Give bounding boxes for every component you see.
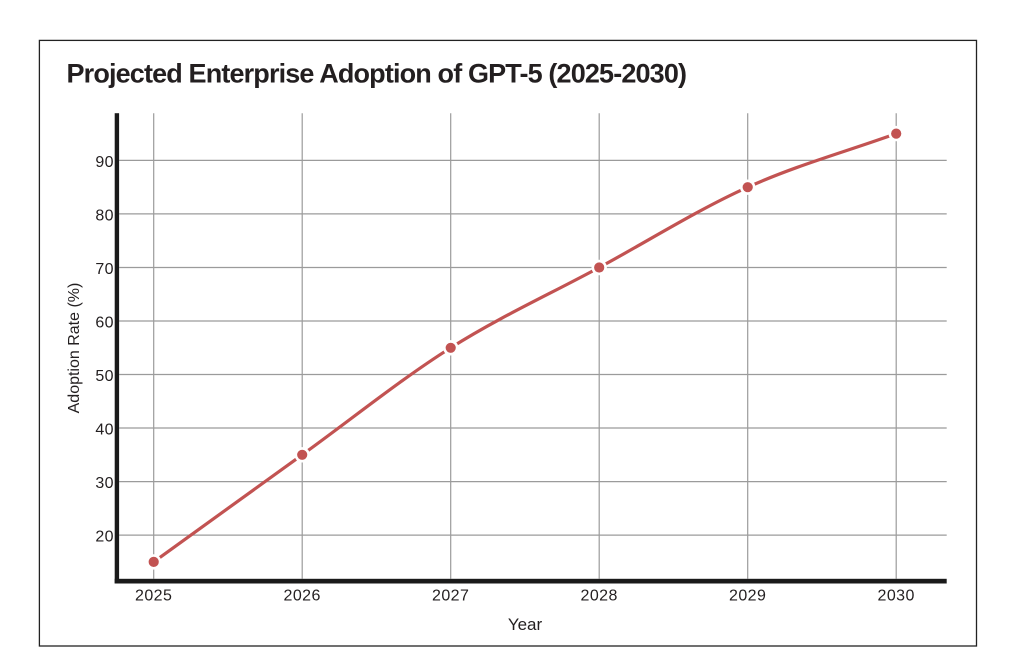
svg-text:2026: 2026: [283, 587, 320, 604]
svg-text:40: 40: [95, 421, 113, 438]
svg-text:70: 70: [95, 261, 113, 278]
svg-text:2030: 2030: [877, 587, 914, 604]
svg-text:2028: 2028: [580, 587, 617, 604]
svg-text:50: 50: [95, 368, 113, 385]
svg-text:Adoption Rate (%): Adoption Rate (%): [66, 283, 83, 414]
svg-text:90: 90: [95, 154, 113, 171]
svg-text:2027: 2027: [432, 587, 469, 604]
svg-text:60: 60: [95, 314, 113, 331]
svg-text:Year: Year: [508, 615, 543, 634]
svg-text:80: 80: [95, 207, 113, 224]
svg-text:2025: 2025: [135, 587, 172, 604]
svg-text:20: 20: [95, 529, 113, 546]
svg-text:2029: 2029: [729, 587, 766, 604]
svg-text:30: 30: [95, 475, 113, 492]
svg-text:Projected Enterprise Adoption: Projected Enterprise Adoption of GPT-5 (…: [67, 58, 687, 88]
